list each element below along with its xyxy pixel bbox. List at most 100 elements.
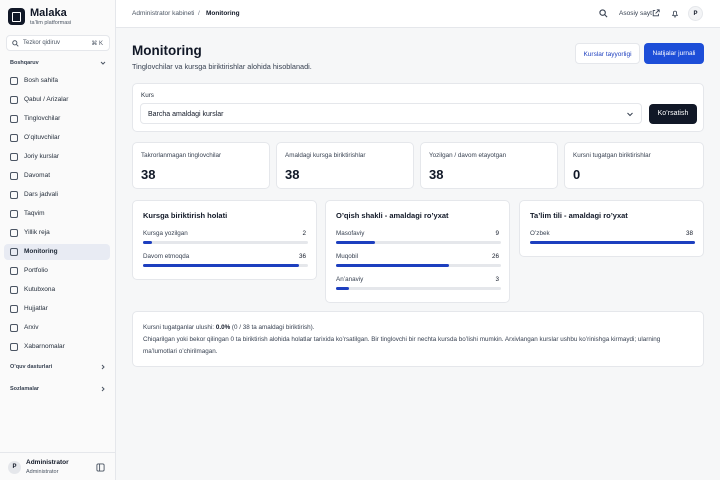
progress-bar [143,241,152,244]
readiness-button[interactable]: Kurslar tayyorligi [575,43,640,64]
row-label: Davom etmoqda [143,253,190,260]
nav-icon [10,305,18,313]
panel-title: Kursga biriktirish holati [143,211,228,220]
filter-label: Kurs [141,92,154,99]
completion-rate: 0.0% [215,324,231,331]
topbar-avatar[interactable]: P [688,6,703,21]
user-name: Administrator [26,459,69,466]
user-avatar: P [8,461,21,474]
stat-label: Kursni tugatgan biriktirishlar [573,152,651,159]
search-shortcut: ⌘ K [91,41,103,47]
progress-bar [530,241,695,244]
nav-item[interactable]: Hujjatlar [4,301,110,317]
collapse-icon[interactable] [96,463,105,472]
nav-item[interactable]: Portfolio [4,263,110,279]
nav-item[interactable]: Dars jadvali [4,187,110,203]
search-box[interactable]: Tezkor qidiruv ⌘ K [6,35,110,51]
section-label: Sozlamalar [10,386,40,392]
row-value: 2 [302,230,306,237]
stat-value: 38 [429,167,444,182]
tagline: ta’lim platformasi [30,20,72,26]
course-select[interactable]: Barcha amaldagi kurslar [140,103,642,124]
nav-item[interactable]: Xabarnomalar [4,339,110,355]
note-line: Chiqarilgan yoki bekor qilingan 0 ta bir… [143,336,661,343]
row-value: 36 [298,253,306,260]
breadcrumb-current: Monitoring [206,10,240,17]
panel: Kursga biriktirish holati Kursga yozilgan… [132,200,317,280]
stat-value: 38 [141,167,156,182]
row-value: 3 [495,276,499,283]
nav-item[interactable]: Arxiv [4,320,110,336]
show-button[interactable]: Ko’rsatish [649,104,697,124]
nav-item[interactable]: Bosh sahifa [4,73,110,89]
row-label: Muqobil [336,253,359,260]
panel: O’qish shakli - amaldagi ro’yxat Masofavi… [325,200,510,303]
nav-label: Bosh sahifa [24,77,58,84]
nav-item[interactable]: Joriy kurslar [4,149,110,165]
search-button[interactable] [599,9,608,18]
nav-icon [10,324,18,332]
nav-icon [10,115,18,123]
nav-label: Davomat [24,172,51,179]
site-link[interactable]: Asosiy sayt [619,10,652,17]
nav-icon [10,210,18,218]
section-chevron [101,386,105,392]
progress-bar [336,241,376,244]
note-card: Kursni tugatganlar ulushi: 0.0% (0 / 38 … [132,311,704,367]
nav-item[interactable]: Monitoring [4,244,110,260]
search-placeholder: Tezkor qidiruv [23,40,61,46]
nav-section[interactable]: Sozlamalar [10,386,106,392]
nav-label: Arxiv [24,324,39,331]
nav-item[interactable]: Qabul / Arizalar [4,92,110,108]
topbar: Administrator kabineti / Monitoring Asos… [116,0,720,28]
nav-label: O’qituvchilar [24,134,60,141]
nav-icon [10,191,18,199]
page-title: Monitoring [132,43,202,58]
stat-label: Takrorlanmagan tinglovchilar [141,152,222,159]
row-label: Masofaviy [336,230,365,237]
nav-icon [10,77,18,85]
nav-item[interactable]: Tinglovchilar [4,111,110,127]
nav-section[interactable]: Boshqaruv [10,60,106,66]
stat-value: 0 [573,167,581,182]
nav-section[interactable]: O’quv dasturlari [10,364,106,370]
section-label: Boshqaruv [10,60,39,66]
breadcrumb-separator: / [198,10,200,17]
nav-label: Taqvim [24,210,45,217]
nav-label: Qabul / Arizalar [24,96,69,103]
notifications-button[interactable] [671,9,679,18]
progress-track [336,287,501,290]
progress-track [143,264,308,267]
sidebar: Malaka ta’lim platformasi Tezkor qidiruv… [0,0,116,480]
completion-line: Kursni tugatganlar ulushi: 0.0% (0 / 38 … [143,324,315,331]
panel: Ta’lim tili - amaldagi ro’yxat O’zbek 38 [519,200,704,257]
row-label: An’anaviy [336,276,364,283]
progress-bar [336,287,350,290]
progress-track [336,241,501,244]
user-footer: P Administrator Administrator [0,452,116,480]
nav-label: Tinglovchilar [24,115,61,122]
nav-icon [10,267,18,275]
row-label: Kursga yozilgan [143,230,188,237]
panel-title: Ta’lim tili - amaldagi ro’yxat [530,211,628,220]
section-chevron [101,364,105,370]
nav-item[interactable]: Davomat [4,168,110,184]
breadcrumb-item[interactable]: Administrator kabineti [132,10,195,17]
nav-item[interactable]: Yillik reja [4,225,110,241]
stat-value: 38 [285,167,300,182]
nav-icon [10,96,18,104]
nav-item[interactable]: Kutubxona [4,282,110,298]
progress-bar [143,264,300,267]
nav-item[interactable]: Taqvim [4,206,110,222]
nav-item[interactable]: O’qituvchilar [4,130,110,146]
nav-label: Yillik reja [24,229,50,236]
row-value: 38 [685,230,693,237]
results-button[interactable]: Natijalar jurnali [644,43,704,64]
nav-label: Monitoring [24,248,58,255]
row-label: O’zbek [530,230,550,237]
progress-track [143,241,308,244]
stat-card: Yozilgan / davom etayotgan 38 [420,142,558,189]
progress-track [530,241,695,244]
logo [8,8,25,25]
